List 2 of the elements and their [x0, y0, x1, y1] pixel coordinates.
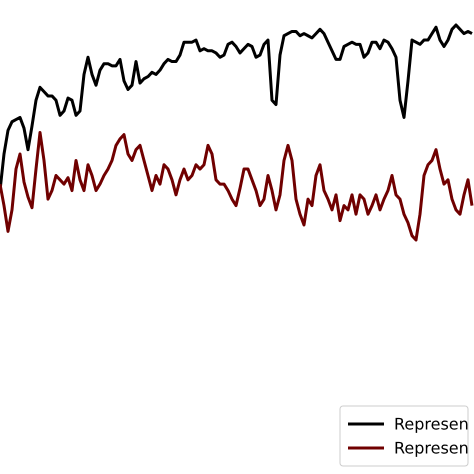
legend-label: Represen [394, 438, 469, 458]
legend-label: Represen [394, 414, 469, 434]
